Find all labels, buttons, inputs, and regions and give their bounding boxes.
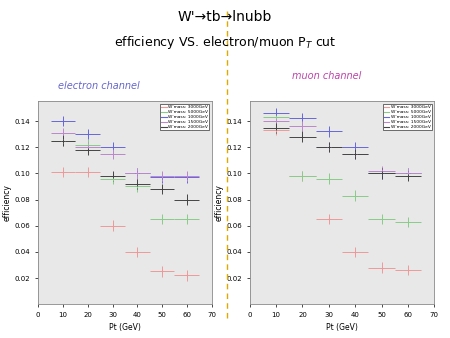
Text: electron channel: electron channel <box>58 81 140 91</box>
Y-axis label: efficiency: efficiency <box>215 184 224 221</box>
Y-axis label: efficiency: efficiency <box>3 184 12 221</box>
Text: W'→tb→lnubb: W'→tb→lnubb <box>178 10 272 24</box>
Legend: W'mass: 3000GeV, W'mass: 5000GeV, W'mass: 1000GeV, W'mass: 1500GeV, W'mass: 2000: W'mass: 3000GeV, W'mass: 5000GeV, W'mass… <box>160 104 209 130</box>
Text: muon channel: muon channel <box>292 71 362 81</box>
Legend: W'mass: 3000GeV, W'mass: 5000GeV, W'mass: 1000GeV, W'mass: 1500GeV, W'mass: 2000: W'mass: 3000GeV, W'mass: 5000GeV, W'mass… <box>382 104 432 130</box>
Text: efficiency VS. electron/muon P$_T$ cut: efficiency VS. electron/muon P$_T$ cut <box>114 34 336 51</box>
X-axis label: Pt (GeV): Pt (GeV) <box>326 323 358 332</box>
X-axis label: Pt (GeV): Pt (GeV) <box>109 323 141 332</box>
